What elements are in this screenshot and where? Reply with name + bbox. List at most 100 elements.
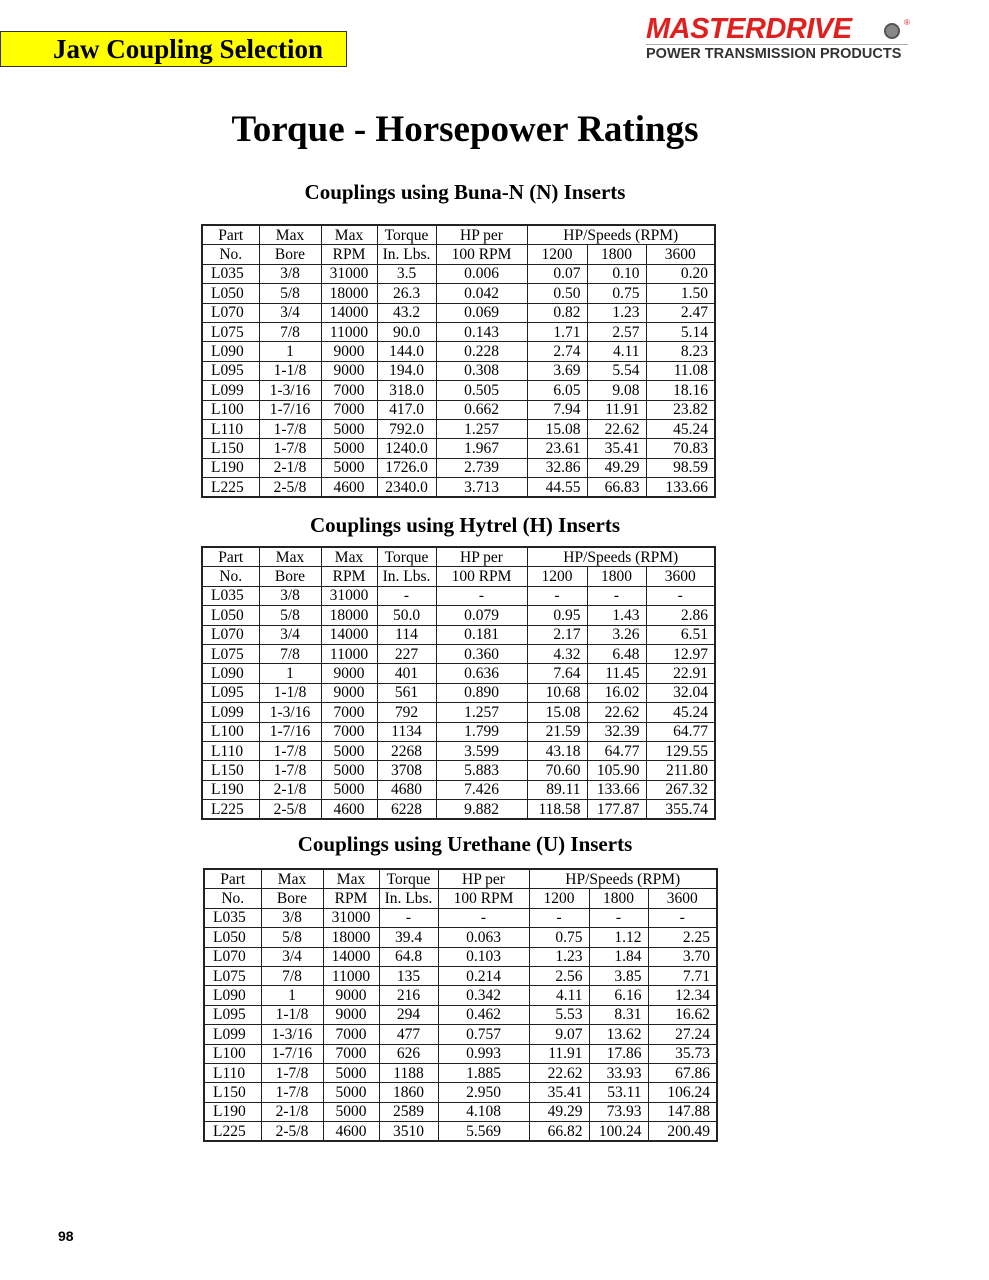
table-cell: 0.757: [437, 1024, 530, 1045]
table-cell: 0.360: [435, 643, 528, 665]
table-cell: 9.882: [435, 799, 528, 820]
column-header-torque: Torque: [376, 546, 437, 568]
table-cell: 1188: [378, 1062, 439, 1084]
table-cell: 32.04: [645, 682, 716, 704]
table-cell: -: [647, 907, 718, 929]
column-header-hp100: HP per: [437, 868, 530, 890]
table-cell: 4.108: [437, 1101, 530, 1123]
header-row: No. Bore RPM In. Lbs. 100 RPM 1200 1800 3600: [201, 566, 716, 587]
table-cell: 5000: [322, 1082, 380, 1103]
table-cell: L050: [201, 605, 260, 626]
table-cell: L100: [203, 1043, 262, 1064]
table-row: L225 2-5/8 4600 2340.0 3.713 44.55 66.83 133.66: [201, 477, 716, 498]
table-cell: 4.11: [586, 341, 647, 362]
ratings-table: Part Max Max Torque HP per HP/Speeds (RPM) No.…: [201, 224, 716, 499]
table-cell: 0.890: [435, 682, 528, 704]
table-cell: 5000: [320, 740, 378, 762]
table-cell: 7.71: [647, 965, 718, 987]
table-cell: 144.0: [376, 341, 437, 362]
table-cell: 8.23: [645, 341, 716, 362]
table-cell: 31000: [320, 263, 378, 285]
table-cell: 1.23: [528, 946, 590, 967]
table-cell: L099: [201, 702, 260, 723]
table-cell: 12.34: [647, 985, 718, 1006]
table-cell: 7000: [320, 399, 378, 420]
column-header-speed: 3600: [647, 888, 718, 909]
table-cell: 177.87: [586, 799, 647, 820]
table-cell: -: [437, 907, 530, 929]
table-cell: 7/8: [258, 643, 322, 665]
header-row: No. Bore RPM In. Lbs. 100 RPM 1200 1800 3600: [203, 888, 718, 909]
table-cell: 3.70: [647, 946, 718, 967]
column-header-part: Part: [201, 224, 260, 246]
header-row: No. Bore RPM In. Lbs. 100 RPM 1200 1800 3600: [201, 244, 716, 265]
table-cell: 9000: [322, 985, 380, 1006]
column-header-hp100: 100 RPM: [435, 566, 528, 587]
table-cell: 0.50: [526, 283, 588, 304]
table-cell: L035: [203, 907, 262, 929]
table-cell: L150: [203, 1082, 262, 1103]
table-cell: 44.55: [526, 477, 588, 498]
table-cell: 7/8: [258, 321, 322, 343]
table-cell: 0.042: [435, 283, 528, 304]
table-cell: 1-7/8: [258, 760, 322, 781]
table-cell: 7.64: [526, 663, 588, 684]
table-cell: -: [526, 585, 588, 607]
table-cell: 0.20: [645, 263, 716, 285]
table-cell: 216: [378, 985, 439, 1006]
table-cell: 0.662: [435, 399, 528, 420]
table-cell: 0.342: [437, 985, 530, 1006]
table-cell: 1.71: [526, 321, 588, 343]
table-cell: 6.16: [588, 985, 649, 1006]
table-cell: 4680: [376, 779, 437, 801]
column-header-speeds: HP/Speeds (RPM): [528, 868, 718, 890]
table-cell: 0.006: [435, 263, 528, 285]
table-row: L150 1-7/8 5000 1860 2.950 35.41 53.11 106.24: [203, 1082, 718, 1103]
table-cell: 200.49: [647, 1121, 718, 1142]
table-cell: 7000: [320, 702, 378, 723]
table-cell: 11.91: [528, 1043, 590, 1064]
table-cell: 11.45: [586, 663, 647, 684]
table-cell: L225: [203, 1121, 262, 1142]
table-cell: 0.75: [586, 283, 647, 304]
table-cell: 0.95: [526, 605, 588, 626]
table-cell: 35.41: [586, 438, 647, 459]
table-cell: 1-1/8: [260, 1004, 324, 1026]
table-cell: 2.56: [528, 965, 590, 987]
table-cell: 27.24: [647, 1024, 718, 1045]
table-cell: 2589: [378, 1101, 439, 1123]
column-header-speed: 1800: [586, 244, 647, 265]
table-cell: 5.53: [528, 1004, 590, 1026]
table-row: L075 7/8 11000 90.0 0.143 1.71 2.57 5.14: [201, 321, 716, 343]
table-cell: 5.54: [586, 360, 647, 382]
table-cell: 23.82: [645, 399, 716, 420]
table-cell: 39.4: [378, 927, 439, 948]
table-cell: L095: [201, 360, 260, 382]
table-cell: 0.103: [437, 946, 530, 967]
table-cell: 21.59: [526, 721, 588, 742]
table-cell: L225: [201, 477, 260, 498]
table-cell: -: [645, 585, 716, 607]
table-cell: 417.0: [376, 399, 437, 420]
column-header-torque: Torque: [378, 868, 439, 890]
table-cell: 1.257: [435, 418, 528, 440]
table-cell: 14000: [320, 302, 378, 323]
column-header-torque: In. Lbs.: [376, 244, 437, 265]
ratings-table: Part Max Max Torque HP per HP/Speeds (RPM) No.…: [201, 546, 716, 821]
table-cell: 11000: [322, 965, 380, 987]
table-cell: 4600: [320, 477, 378, 498]
table-cell: 22.62: [528, 1062, 590, 1084]
table-cell: 2.47: [645, 302, 716, 323]
table-cell: 66.82: [528, 1121, 590, 1142]
table-cell: 1.967: [435, 438, 528, 459]
table-cell: -: [586, 585, 647, 607]
gear-icon: [884, 23, 900, 39]
table-cell: 0.181: [435, 624, 528, 645]
table-cell: 0.079: [435, 605, 528, 626]
table-cell: 2268: [376, 740, 437, 762]
table-row: L050 5/8 18000 26.3 0.042 0.50 0.75 1.50: [201, 283, 716, 304]
table-cell: 3/4: [258, 302, 322, 323]
table-cell: 355.74: [645, 799, 716, 820]
table-cell: 1-3/16: [258, 380, 322, 401]
table-row: L099 1-3/16 7000 792 1.257 15.08 22.62 45.24: [201, 702, 716, 723]
